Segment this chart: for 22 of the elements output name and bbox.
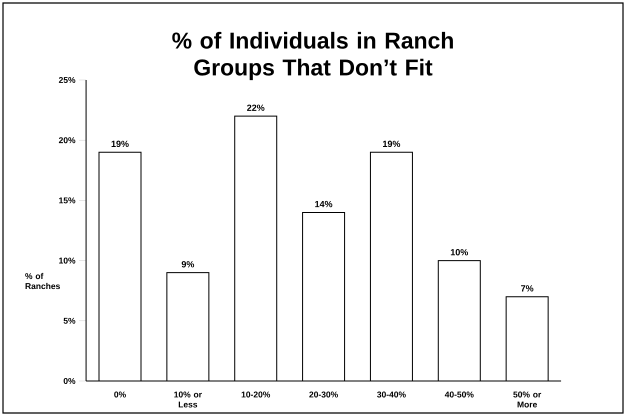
y-axis-title: % of Ranches: [25, 272, 60, 290]
x-tick-label: 0%: [114, 392, 126, 398]
y-tick-label: 15%: [59, 197, 76, 204]
data-label: 14%: [315, 200, 332, 208]
y-tick-label: 25%: [58, 77, 76, 83]
y-tick-label: 5%: [64, 318, 76, 324]
data-label: 22%: [247, 104, 264, 111]
x-tick-label: 50% or More: [513, 392, 542, 408]
data-label: 19%: [383, 140, 400, 148]
x-tick-label: 10% or Less: [174, 392, 202, 408]
y-tick-label: 0%: [64, 378, 76, 384]
x-tick-label: 40-50%: [444, 392, 474, 398]
y-tick-label: 10%: [59, 258, 76, 264]
data-label: 19%: [112, 140, 129, 148]
y-tick-label: 20%: [58, 137, 76, 144]
chart-title: % of Individuals in Ranch Groups That Don’t Fit: [172, 32, 453, 80]
data-label: 9%: [182, 261, 194, 268]
data-label: 10%: [450, 249, 468, 256]
x-tick-label: 20-30%: [309, 392, 338, 398]
data-label: 7%: [521, 285, 534, 292]
x-tick-label: 30-40%: [377, 392, 406, 398]
x-tick-label: 10-20%: [242, 392, 270, 398]
